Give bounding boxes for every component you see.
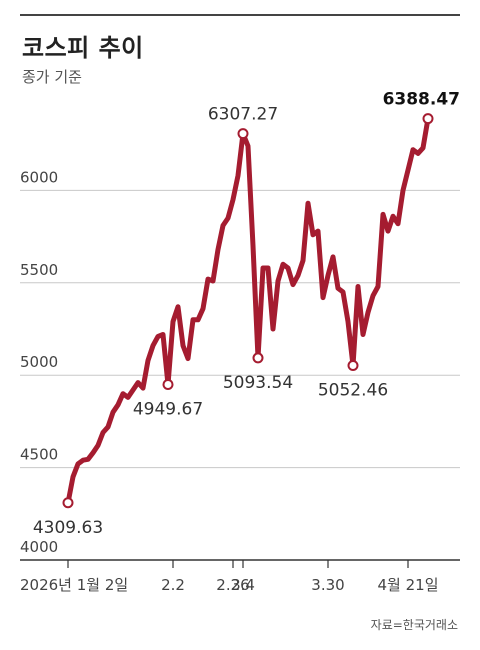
chart-title: 코스피 추이 bbox=[22, 34, 144, 62]
data-point-marker bbox=[252, 352, 264, 364]
data-point-marker bbox=[162, 379, 174, 391]
data-point-label: 5093.54 bbox=[223, 373, 293, 393]
kospi-series-line bbox=[65, 116, 431, 506]
marker-layer bbox=[62, 113, 434, 509]
y-tick-label: 4500 bbox=[20, 446, 58, 464]
grid-layer bbox=[20, 189, 460, 469]
data-point-marker bbox=[237, 128, 249, 140]
data-point-label: 4949.67 bbox=[133, 400, 203, 420]
x-tick-label: 2.26 bbox=[216, 576, 249, 594]
y-tick-label: 5500 bbox=[20, 261, 58, 279]
data-point-marker bbox=[422, 113, 434, 125]
x-tick-label: 3.4 bbox=[231, 576, 255, 594]
data-point-label: 5052.46 bbox=[318, 381, 388, 401]
data-point-marker bbox=[347, 360, 359, 372]
x-tick-label: 2026년 1월 2일 bbox=[20, 576, 128, 594]
y-tick-label: 4000 bbox=[20, 538, 58, 556]
x-tick-label: 3.30 bbox=[311, 576, 344, 594]
source-note: 자료=한국거래소 bbox=[370, 618, 458, 632]
top-rule bbox=[20, 14, 460, 16]
y-tick-label: 5000 bbox=[20, 353, 58, 371]
y-tick-label: 6000 bbox=[20, 168, 58, 186]
chart-subtitle: 종가 기준 bbox=[22, 68, 82, 86]
x-tick-label: 4월 21일 bbox=[378, 576, 439, 594]
x-tick-label: 2.2 bbox=[161, 576, 185, 594]
data-point-label: 4309.63 bbox=[33, 518, 103, 538]
label-layer: 4309.63 4949.67 6307.27 5093.54 5052.46 6388.… bbox=[33, 90, 460, 538]
data-point-label: 6307.27 bbox=[208, 105, 278, 125]
data-point-marker bbox=[62, 497, 74, 509]
line-layer bbox=[65, 116, 431, 506]
data-point-label: 6388.47 bbox=[383, 90, 460, 110]
